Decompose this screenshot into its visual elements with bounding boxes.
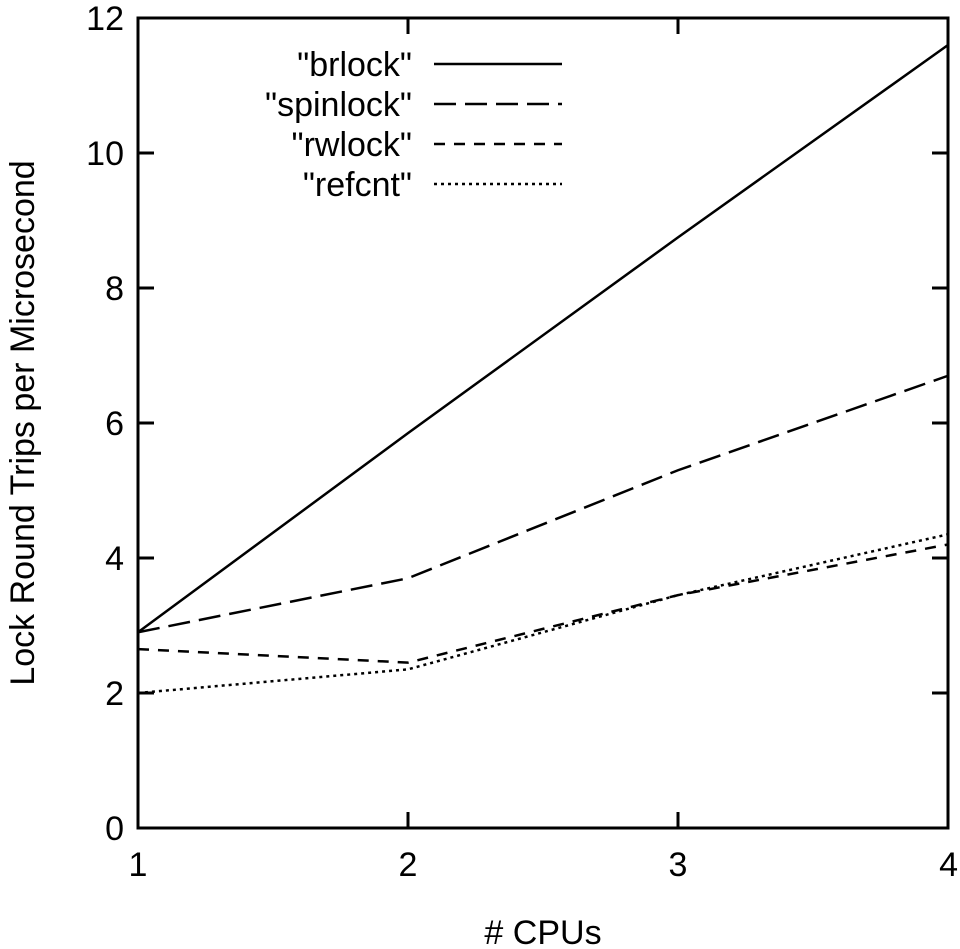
y-tick-label: 2: [105, 675, 124, 713]
y-tick-label: 8: [105, 270, 124, 308]
x-tick-label: 3: [669, 846, 688, 884]
legend-label: "spinlock": [265, 86, 412, 124]
legend: "brlock""spinlock""rwlock""refcnt": [265, 46, 562, 204]
y-axis-title: Lock Round Trips per Microsecond: [4, 160, 42, 685]
y-tick-label: 6: [105, 405, 124, 443]
legend-label: "brlock": [297, 46, 412, 84]
series-line-1: [137, 374, 949, 634]
x-tick-label: 1: [129, 846, 148, 884]
legend-label: "rwlock": [292, 126, 412, 164]
legend-label: "refcnt": [303, 166, 412, 204]
y-tick-label: 4: [105, 540, 124, 578]
series-line-2: [137, 543, 949, 664]
y-tick-label: 12: [86, 0, 124, 38]
y-tick-label: 0: [105, 810, 124, 848]
x-tick-label: 4: [939, 846, 958, 884]
series-lines: [137, 43, 949, 695]
plot-frame: [136, 16, 950, 830]
x-axis-title: # CPUs: [484, 914, 601, 949]
series-line-3: [137, 533, 949, 695]
axis-ticks: [136, 16, 950, 830]
series-line-0: [137, 43, 949, 634]
x-tick-label: 2: [399, 846, 418, 884]
y-tick-label: 10: [86, 135, 124, 173]
